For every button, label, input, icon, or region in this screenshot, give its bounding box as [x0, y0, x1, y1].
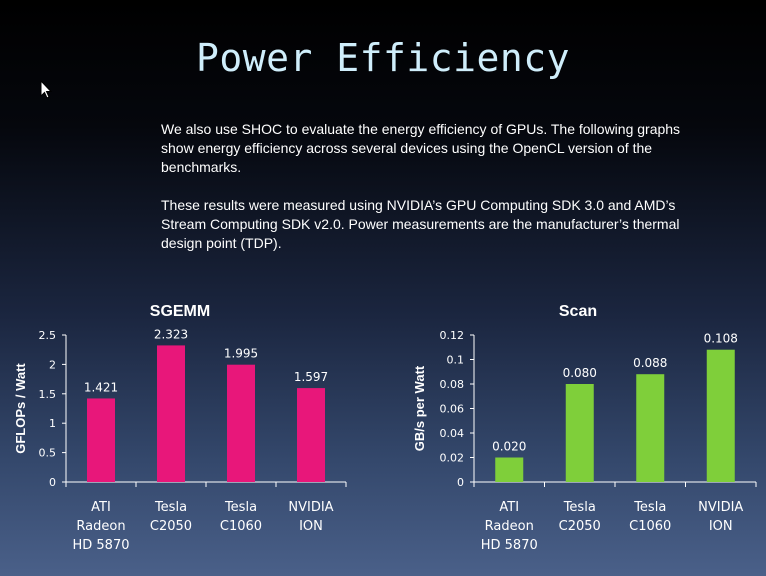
chart0-bar [87, 398, 115, 482]
chart1-data-label: 0.080 [563, 366, 597, 380]
chart1-data-label: 0.088 [633, 356, 667, 370]
chart0-bar [297, 388, 325, 482]
chart1-ytick-label: 0 [457, 476, 464, 489]
chart1-bar [565, 384, 594, 482]
chart0-title: SGEMM [150, 303, 210, 320]
chart0-category-label: Tesla [154, 500, 187, 515]
chart1-ytick-label: 0.06 [440, 403, 465, 416]
chart1-category-label: C1060 [629, 519, 671, 534]
chart0-ytick-label: 0 [49, 476, 56, 489]
chart1-category-label: ION [709, 519, 733, 534]
chart1-bar [495, 457, 524, 482]
chart0-bar [157, 345, 185, 482]
mouse-pointer-icon [40, 80, 53, 99]
chart1-category-label: NVIDIA [698, 500, 743, 515]
chart0-ytick-label: 2 [49, 358, 56, 371]
chart1-ytick-label: 0.02 [440, 452, 465, 465]
chart1-category-label: C2050 [559, 519, 601, 534]
chart0-ylabel: GFLOPs / Watt [13, 363, 28, 454]
chart0-ytick-label: 1.5 [39, 388, 57, 401]
chart1-category-label: Radeon [485, 519, 534, 534]
chart1-ytick-label: 0.12 [440, 329, 465, 342]
chart0-ytick-label: 2.5 [39, 329, 57, 342]
chart1-category-label: Tesla [563, 500, 596, 515]
chart1-category-label: Tesla [633, 500, 666, 515]
chart0-category-label: NVIDIA [288, 500, 333, 515]
chart0-ytick-label: 0.5 [39, 447, 57, 460]
chart1-title: Scan [559, 303, 597, 320]
chart1-ytick-label: 0.08 [440, 378, 465, 391]
chart0-ytick-label: 1 [49, 417, 56, 430]
chart1-category-label: HD 5870 [481, 538, 538, 553]
chart0-data-label: 2.323 [154, 327, 188, 341]
chart1-data-label: 0.108 [704, 332, 738, 346]
chart0-category-label: Tesla [224, 500, 257, 515]
chart1-ytick-label: 0.1 [447, 354, 465, 367]
chart0-bar [227, 364, 255, 482]
chart0-category-label: C1060 [220, 519, 262, 534]
description-paragraph-1: We also use SHOC to evaluate the energy … [161, 121, 681, 175]
chart0-category-label: ATI [91, 500, 111, 515]
chart0-category-label: Radeon [76, 519, 125, 534]
chart0-data-label: 1.995 [224, 347, 258, 361]
slide-title: Power Efficiency [195, 36, 571, 80]
chart1-bar [636, 374, 665, 482]
chart0-category-label: HD 5870 [72, 538, 129, 553]
chart1-bar [706, 349, 735, 482]
chart1-data-label: 0.020 [492, 440, 526, 454]
description-paragraph-2: These results were measured using NVIDIA… [161, 197, 680, 251]
chart1-ylabel: GB/s per Watt [412, 365, 427, 451]
chart0-data-label: 1.421 [84, 380, 118, 394]
chart0-category-label: C2050 [150, 519, 192, 534]
chart0-category-label: ION [299, 519, 323, 534]
chart1-category-label: ATI [499, 500, 519, 515]
chart1-ytick-label: 0.04 [440, 427, 465, 440]
chart0-data-label: 1.597 [294, 370, 328, 384]
